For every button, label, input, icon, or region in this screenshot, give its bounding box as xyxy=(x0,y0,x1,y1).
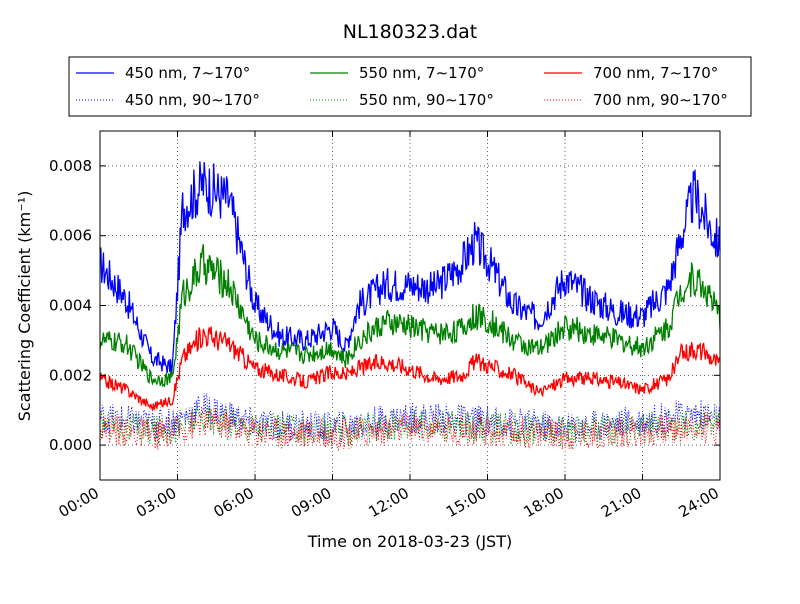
legend-label: 700 nm, 90∼170° xyxy=(593,91,728,109)
axes: 00:00 03:00 06:00 09:00 12:00 15:00 18:00 21:00… xyxy=(49,130,722,521)
x-tick-label: 18:00 xyxy=(521,484,567,521)
x-tick-label: 06:00 xyxy=(211,484,257,521)
series-layer xyxy=(99,161,721,451)
legend-label: 550 nm, 7∼170° xyxy=(359,64,484,82)
series-line-3 xyxy=(99,393,721,443)
y-tick-label: 0.000 xyxy=(49,436,92,454)
y-tick-label: 0.004 xyxy=(49,297,92,315)
x-tick-label: 03:00 xyxy=(133,484,179,521)
series-line-4 xyxy=(99,404,721,447)
series-line-1 xyxy=(99,244,721,388)
series-line-5 xyxy=(99,406,721,451)
series-line-0 xyxy=(99,161,721,375)
y-tick-label: 0.002 xyxy=(49,366,92,384)
gridlines xyxy=(100,131,720,480)
x-tick-label: 12:00 xyxy=(366,484,412,521)
legend: 450 nm, 7∼170° 550 nm, 7∼170° 700 nm, 7∼17… xyxy=(68,56,752,117)
legend-frame xyxy=(68,56,752,117)
x-axis-label: Time on 2018-03-23 (JST) xyxy=(307,532,512,551)
x-tick-label: 09:00 xyxy=(288,484,334,521)
legend-label: 450 nm, 90∼170° xyxy=(125,91,260,109)
legend-label: 550 nm, 90∼170° xyxy=(359,91,494,109)
x-tick-label: 00:00 xyxy=(56,484,102,521)
x-tick-label: 15:00 xyxy=(443,484,489,521)
x-tick-label: 21:00 xyxy=(598,484,644,521)
legend-label: 700 nm, 7∼170° xyxy=(593,64,718,82)
chart-title: NL180323.dat xyxy=(343,21,478,43)
y-axis-label: Scattering Coefficient (km⁻¹) xyxy=(15,191,34,422)
series-line-2 xyxy=(99,326,721,412)
y-tick-label: 0.008 xyxy=(49,157,92,175)
y-tick-label: 0.006 xyxy=(49,227,92,245)
x-tick-label: 24:00 xyxy=(676,484,722,521)
legend-label: 450 nm, 7∼170° xyxy=(125,64,250,82)
